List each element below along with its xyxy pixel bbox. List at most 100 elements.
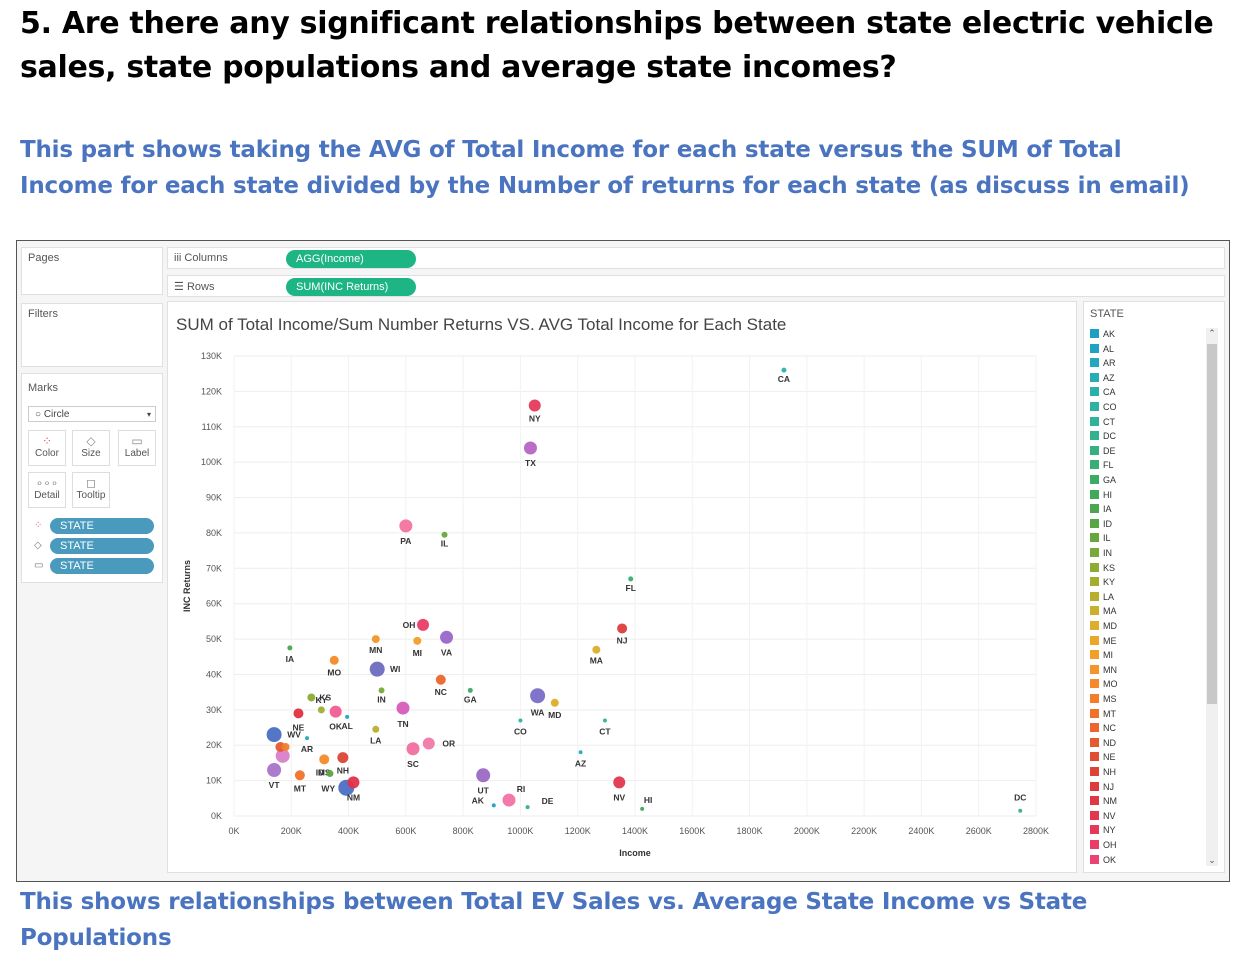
legend-item[interactable]: DE (1090, 445, 1116, 459)
data-point[interactable] (530, 688, 546, 704)
legend-item[interactable]: MN (1090, 664, 1117, 678)
legend-item[interactable]: NM (1090, 795, 1117, 809)
data-point[interactable] (369, 661, 385, 677)
color-state-pill[interactable]: STATE (50, 518, 154, 534)
data-point[interactable] (1018, 808, 1023, 813)
legend-item[interactable]: ME (1090, 635, 1117, 649)
legend-item[interactable]: ND (1090, 737, 1116, 751)
data-point[interactable] (523, 441, 537, 455)
legend-item[interactable]: CA (1090, 386, 1116, 400)
columns-pill[interactable]: AGG(Income) (286, 250, 416, 268)
data-point[interactable] (476, 768, 491, 783)
legend-item[interactable]: FL (1090, 459, 1114, 473)
legend-item[interactable]: MI (1090, 649, 1113, 663)
data-point[interactable] (440, 630, 454, 644)
data-point[interactable] (378, 687, 385, 694)
data-point[interactable] (329, 655, 339, 665)
data-point[interactable] (592, 645, 601, 654)
data-point[interactable] (528, 399, 541, 412)
data-point[interactable] (602, 718, 607, 723)
legend-item[interactable]: LA (1090, 591, 1114, 605)
data-point[interactable] (617, 623, 628, 634)
data-point[interactable] (337, 752, 349, 764)
data-point[interactable] (467, 687, 473, 693)
data-point[interactable] (294, 770, 305, 781)
scatter-chart[interactable]: SUM of Total Income/Sum Number Returns V… (168, 302, 1076, 872)
size-button[interactable]: ◇ Size (72, 430, 110, 466)
detail-button[interactable]: ∘∘∘ Detail (28, 472, 66, 508)
data-point[interactable] (781, 367, 787, 373)
filters-card[interactable]: Filters (21, 303, 163, 367)
data-point[interactable] (326, 770, 334, 778)
legend-item[interactable]: ID (1090, 518, 1112, 532)
legend-item[interactable]: AL (1090, 343, 1114, 357)
data-point[interactable] (317, 706, 325, 714)
legend-item[interactable]: GA (1090, 474, 1116, 488)
legend-item[interactable]: MT (1090, 708, 1116, 722)
legend-scrollbar[interactable]: ⌃ ⌄ (1206, 328, 1218, 866)
legend-item[interactable]: NV (1090, 810, 1116, 824)
legend-item[interactable]: CO (1090, 401, 1117, 415)
legend-item[interactable]: MA (1090, 605, 1117, 619)
mark-type-dropdown[interactable]: ○ Circle ▾ (28, 406, 156, 422)
legend-item[interactable]: IL (1090, 532, 1111, 546)
data-point[interactable] (422, 737, 435, 750)
color-button[interactable]: ⁘ Color (28, 430, 66, 466)
data-point[interactable] (319, 754, 330, 765)
data-point[interactable] (287, 645, 293, 651)
data-point[interactable] (491, 803, 496, 808)
legend-item[interactable]: MO (1090, 678, 1118, 692)
data-point[interactable] (413, 636, 422, 645)
data-point[interactable] (435, 674, 446, 685)
data-point[interactable] (372, 725, 380, 733)
data-point[interactable] (329, 705, 342, 718)
legend-item[interactable]: CT (1090, 416, 1115, 430)
data-point[interactable] (417, 618, 430, 631)
label-state-pill[interactable]: STATE (50, 558, 154, 574)
legend-item[interactable]: OH (1090, 839, 1117, 853)
rows-pill[interactable]: SUM(INC Returns) (286, 278, 416, 296)
data-point[interactable] (518, 718, 523, 723)
data-point[interactable] (371, 635, 380, 644)
legend-item[interactable]: HI (1090, 489, 1112, 503)
data-point[interactable] (525, 805, 530, 810)
data-point[interactable] (640, 806, 645, 811)
legend-item[interactable]: NE (1090, 751, 1116, 765)
data-point[interactable] (441, 531, 448, 538)
data-point[interactable] (275, 748, 290, 763)
data-point[interactable] (578, 750, 583, 755)
label-button[interactable]: ▭ Label (118, 430, 156, 466)
data-point[interactable] (293, 708, 304, 719)
scroll-down-icon[interactable]: ⌄ (1208, 855, 1216, 865)
legend-item[interactable]: NH (1090, 766, 1116, 780)
legend-item[interactable]: MD (1090, 620, 1117, 634)
data-point[interactable] (399, 519, 413, 533)
data-point[interactable] (267, 763, 282, 777)
data-point[interactable] (266, 727, 282, 743)
size-state-pill[interactable]: STATE (50, 538, 154, 554)
legend-item[interactable]: IN (1090, 547, 1112, 561)
legend-item[interactable]: NJ (1090, 781, 1114, 795)
legend-item[interactable]: DC (1090, 430, 1116, 444)
scrollbar-thumb[interactable] (1207, 344, 1217, 704)
data-point[interactable] (628, 576, 634, 582)
data-point[interactable] (347, 776, 360, 789)
rows-shelf[interactable]: ☰ Rows SUM(INC Returns) (167, 275, 1225, 297)
data-point[interactable] (550, 698, 559, 707)
legend-item[interactable]: KS (1090, 562, 1115, 576)
data-point[interactable] (502, 793, 516, 807)
data-point[interactable] (305, 736, 310, 741)
data-point[interactable] (613, 776, 626, 789)
tooltip-button[interactable]: ◻ Tooltip (72, 472, 110, 508)
columns-shelf[interactable]: iii Columns AGG(Income) (167, 247, 1225, 269)
data-point[interactable] (281, 743, 290, 751)
legend-item[interactable]: AR (1090, 357, 1116, 371)
legend-item[interactable]: IA (1090, 503, 1112, 517)
pages-card[interactable]: Pages (21, 247, 163, 295)
data-point[interactable] (406, 742, 420, 756)
legend-item[interactable]: NC (1090, 722, 1116, 736)
legend-item[interactable]: NY (1090, 824, 1116, 838)
data-point[interactable] (345, 714, 350, 719)
legend-item[interactable]: AZ (1090, 372, 1115, 386)
legend-item[interactable]: MS (1090, 693, 1117, 707)
